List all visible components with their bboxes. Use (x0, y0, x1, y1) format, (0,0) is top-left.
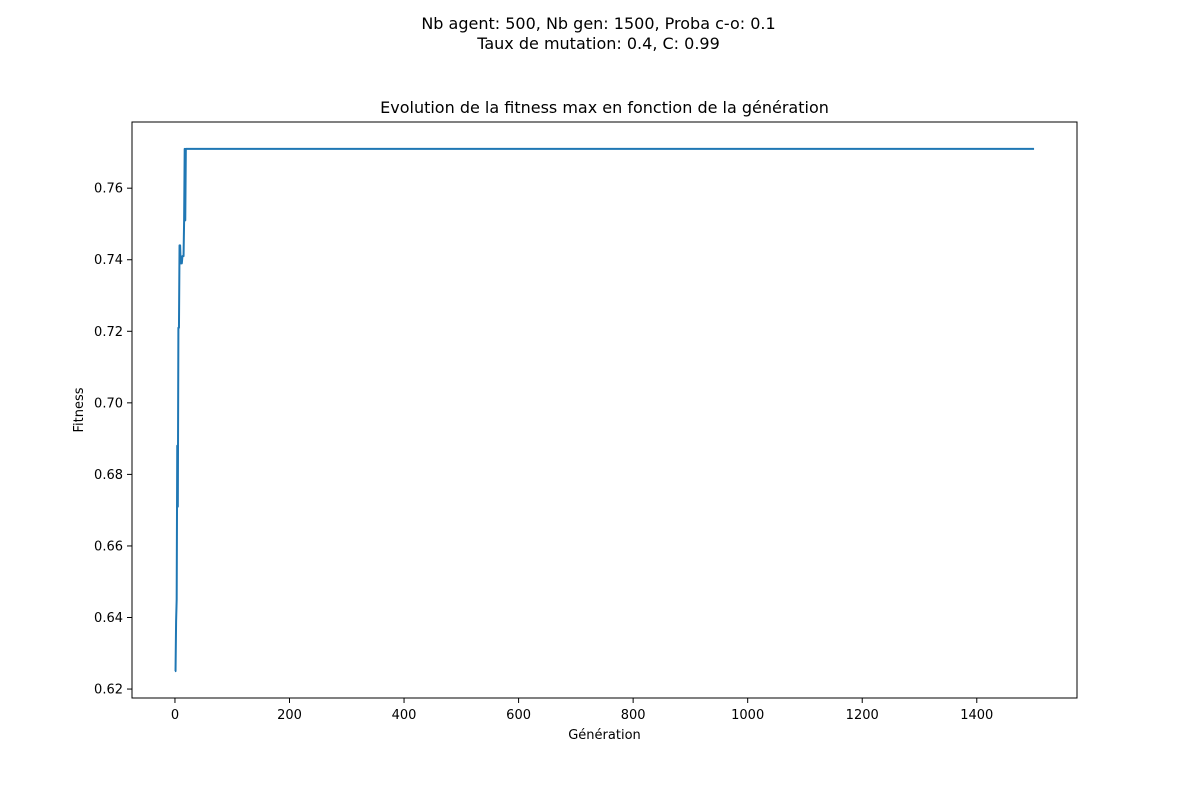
y-tick-label: 0.62 (94, 683, 123, 698)
y-axis: 0.62 0.64 0.66 0.68 0.70 0.72 0.74 0.76 (94, 182, 132, 698)
x-tick-label: 600 (506, 708, 531, 723)
y-tick-label: 0.76 (94, 182, 123, 197)
y-tick-label: 0.70 (94, 396, 123, 411)
x-tick-label: 200 (277, 708, 302, 723)
x-tick-label: 0 (171, 708, 179, 723)
x-axis-label: Génération (568, 728, 641, 743)
y-tick-label: 0.74 (94, 253, 123, 268)
y-tick-label: 0.68 (94, 468, 123, 483)
y-axis-label: Fitness (72, 387, 87, 432)
figure-suptitle-line-1: Nb agent: 500, Nb gen: 1500, Proba c-o: … (421, 14, 776, 33)
x-tick-label: 400 (392, 708, 417, 723)
x-tick-label: 1400 (960, 708, 993, 723)
y-tick-label: 0.64 (94, 611, 123, 626)
axes-frame (131, 121, 1078, 699)
y-tick-label: 0.72 (94, 325, 123, 340)
x-axis: 0 200 400 600 800 1000 1200 1400 (171, 698, 993, 723)
figure-suptitle-line-2: Taux de mutation: 0.4, C: 0.99 (477, 34, 720, 53)
y-tick-label: 0.66 (94, 539, 123, 554)
x-tick-label: 1000 (731, 708, 764, 723)
plot-area (174, 147, 1035, 673)
chart-title: Evolution de la fitness max en fonction … (380, 98, 829, 117)
x-tick-label: 800 (621, 708, 646, 723)
series-line-0 (174, 147, 1035, 673)
x-tick-label: 1200 (846, 708, 879, 723)
